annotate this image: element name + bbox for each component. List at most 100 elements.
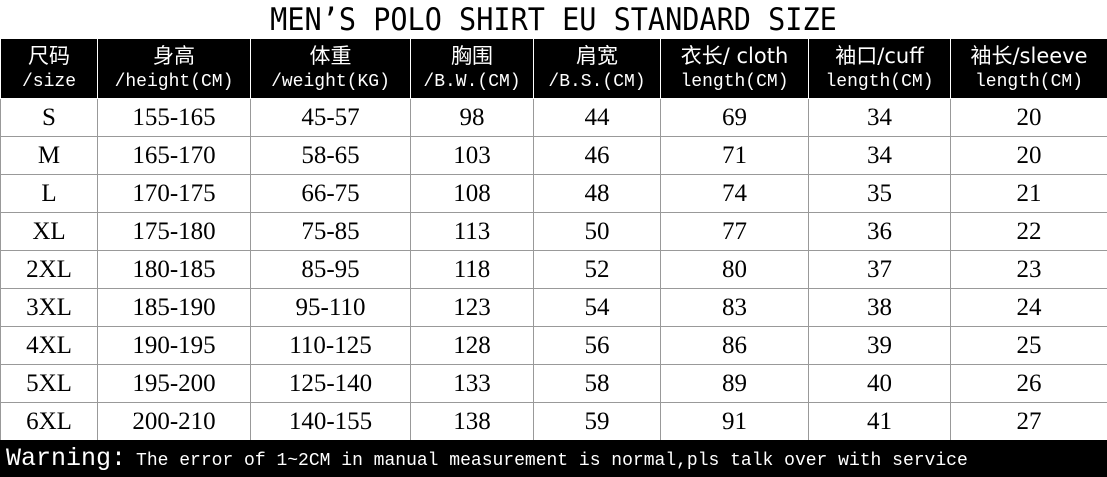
header-line: length(CM): [825, 71, 934, 92]
table-row: 5XL 195-200 125-140 133 58 89 40 26: [0, 364, 1107, 403]
header-line: 肩宽: [576, 43, 618, 68]
table-cell: 86: [660, 326, 809, 365]
table-cell: 89: [660, 364, 809, 403]
table-cell: 103: [410, 136, 534, 175]
header-cell: 袖长/sleeve length(CM): [950, 38, 1107, 99]
table-cell: 34: [808, 98, 951, 137]
header-line: 袖长/sleeve: [970, 43, 1088, 68]
table-cell: 77: [660, 212, 809, 251]
warning-label: Warning:: [6, 444, 127, 473]
table-cell: 71: [660, 136, 809, 175]
table-cell: 95-110: [250, 288, 411, 327]
header-line: /B.S.(CM): [548, 71, 646, 92]
header-line: /B.W.(CM): [423, 71, 521, 92]
header-cell: 袖口/cuff length(CM): [808, 38, 951, 99]
header-line: /height(CM): [114, 71, 234, 92]
table-row: 3XL 185-190 95-110 123 54 83 38 24: [0, 288, 1107, 327]
table-cell: 54: [533, 288, 661, 327]
header-line: 尺码: [28, 43, 70, 68]
table-cell: L: [0, 174, 98, 213]
table-cell: 34: [808, 136, 951, 175]
table-cell: 75-85: [250, 212, 411, 251]
table-cell: 69: [660, 98, 809, 137]
table-cell: 52: [533, 250, 661, 289]
header-line: 胸围: [451, 43, 493, 68]
table-cell: 91: [660, 402, 809, 441]
header-line: length(CM): [974, 71, 1084, 92]
header-cell: 尺码/size: [0, 38, 98, 99]
table-cell: 113: [410, 212, 534, 251]
table-cell: 5XL: [0, 364, 98, 403]
table-cell: 4XL: [0, 326, 98, 365]
header-cell: 体重/weight(KG): [250, 38, 411, 99]
table-cell: 125-140: [250, 364, 411, 403]
table-cell: 3XL: [0, 288, 98, 327]
table-cell: 25: [950, 326, 1107, 365]
table-cell: 133: [410, 364, 534, 403]
table-row: L 170-175 66-75 108 48 74 35 21: [0, 174, 1107, 213]
table-cell: 155-165: [97, 98, 251, 137]
table-cell: 118: [410, 250, 534, 289]
table-cell: 140-155: [250, 402, 411, 441]
header-line: 体重: [309, 43, 352, 68]
title: MEN’S POLO SHIRT EU STANDARD SIZE: [270, 2, 837, 38]
table-cell: M: [0, 136, 98, 175]
table-cell: 56: [533, 326, 661, 365]
table-cell: 38: [808, 288, 951, 327]
table-cell: 108: [410, 174, 534, 213]
table-cell: 46: [533, 136, 661, 175]
header-cell: 肩宽/B.S.(CM): [533, 38, 661, 99]
header-cell: 身高/height(CM): [97, 38, 251, 99]
table-cell: 110-125: [250, 326, 411, 365]
table-cell: 128: [410, 326, 534, 365]
table-cell: 37: [808, 250, 951, 289]
table-cell: 80: [660, 250, 809, 289]
table-cell: 123: [410, 288, 534, 327]
table-cell: 175-180: [97, 212, 251, 251]
table-cell: 98: [410, 98, 534, 137]
header-line: 袖口/cuff: [835, 43, 924, 68]
table-cell: 59: [533, 402, 661, 441]
warning-text: The error of 1~2CM in manual measurement…: [136, 451, 968, 471]
table-row: 2XL 180-185 85-95 118 52 80 37 23: [0, 250, 1107, 289]
table-body: S 155-165 45-57 98 44 69 34 20 M 165-170 58-65 103 4…: [0, 98, 1107, 441]
table-cell: 45-57: [250, 98, 411, 137]
header-line: 衣长/ cloth: [680, 43, 789, 68]
table-cell: 200-210: [97, 402, 251, 441]
table-cell: 165-170: [97, 136, 251, 175]
table-cell: 24: [950, 288, 1107, 327]
table-row: XL 175-180 75-85 113 50 77 36 22: [0, 212, 1107, 251]
header-line: 身高: [153, 43, 195, 68]
table-cell: 66-75: [250, 174, 411, 213]
table-cell: 20: [950, 136, 1107, 175]
table-cell: 83: [660, 288, 809, 327]
table-cell: S: [0, 98, 98, 137]
table-cell: 35: [808, 174, 951, 213]
table-cell: 39: [808, 326, 951, 365]
footer: Warning: The error of 1~2CM in manual mea…: [0, 440, 1107, 477]
table-cell: 44: [533, 98, 661, 137]
table-row: S 155-165 45-57 98 44 69 34 20: [0, 98, 1107, 137]
header-cell: 衣长/ cloth length(CM): [660, 38, 809, 99]
table-cell: 170-175: [97, 174, 251, 213]
table-cell: 58-65: [250, 136, 411, 175]
header-line: /weight(KG): [271, 71, 390, 92]
table-cell: 85-95: [250, 250, 411, 289]
table-cell: 2XL: [0, 250, 98, 289]
table-cell: 74: [660, 174, 809, 213]
table-cell: 6XL: [0, 402, 98, 441]
table-cell: 27: [950, 402, 1107, 441]
header-cell: 胸围/B.W.(CM): [410, 38, 534, 99]
header-row: 尺码/size 身高/height(CM) 体重/weight(KG) 胸围/B.W.…: [0, 38, 1107, 99]
size-table: 尺码/size 身高/height(CM) 体重/weight(KG) 胸围/B.W.…: [0, 38, 1107, 441]
table-cell: 185-190: [97, 288, 251, 327]
table-cell: 36: [808, 212, 951, 251]
table-cell: 138: [410, 402, 534, 441]
table-cell: 22: [950, 212, 1107, 251]
header-line: length(CM): [680, 71, 789, 92]
table-cell: 40: [808, 364, 951, 403]
table-cell: XL: [0, 212, 98, 251]
table-cell: 20: [950, 98, 1107, 137]
table-cell: 48: [533, 174, 661, 213]
